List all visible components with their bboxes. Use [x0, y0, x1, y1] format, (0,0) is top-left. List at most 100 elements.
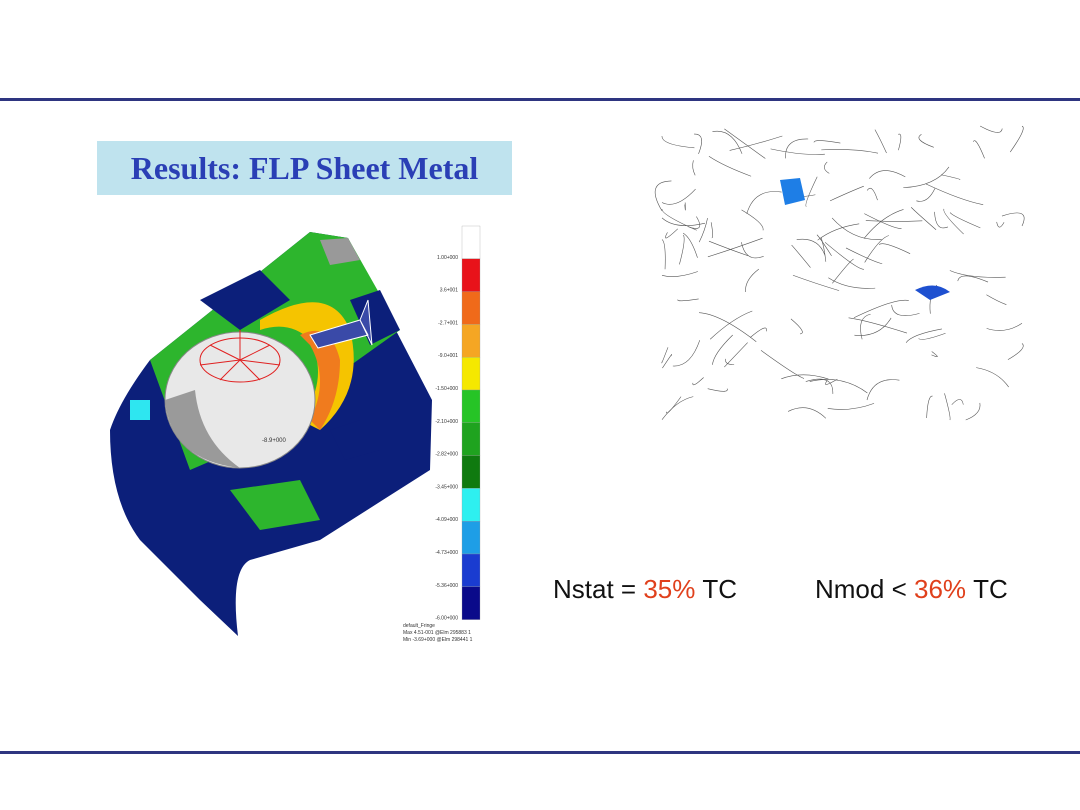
wire	[684, 202, 686, 211]
wire	[898, 133, 902, 151]
legend-label: -4.73+000	[435, 550, 458, 556]
wire	[662, 354, 673, 369]
bottom-rule	[0, 751, 1080, 754]
result-unit: TC	[702, 574, 738, 604]
wire	[698, 218, 708, 243]
wire	[809, 379, 868, 394]
wire	[931, 351, 938, 358]
color-band	[461, 389, 481, 423]
wire	[712, 130, 743, 154]
wire	[832, 258, 854, 284]
result-nstat: Nstat = 35% TC	[553, 574, 737, 605]
color-band	[461, 553, 481, 587]
color-band	[461, 521, 481, 555]
color-band	[461, 422, 481, 456]
wire	[821, 149, 879, 154]
result-name: Nstat	[553, 574, 614, 604]
wire	[692, 160, 696, 176]
wire	[707, 237, 763, 258]
wire	[951, 399, 964, 405]
color-band	[461, 586, 481, 620]
wire	[741, 209, 764, 231]
wire	[724, 342, 748, 368]
wire	[816, 234, 832, 257]
result-value: 35%	[643, 574, 696, 604]
legend-label: -4.09+000	[435, 517, 458, 523]
wire	[661, 396, 694, 420]
wire	[661, 239, 666, 270]
wire	[805, 378, 834, 394]
legend-footer: Max 4.51-001 @Elm 295883 1	[403, 630, 471, 636]
wire	[708, 156, 752, 177]
wire	[750, 327, 767, 338]
wire	[972, 140, 985, 159]
wire	[926, 395, 933, 418]
color-bar: 1.00+000 3.6+001 -2.7+001 -9.0+001 -1.50+000…	[403, 225, 481, 643]
wire	[665, 228, 678, 239]
wire	[986, 294, 1007, 305]
wire	[845, 247, 883, 265]
color-band	[461, 225, 481, 259]
wire	[661, 208, 697, 231]
wire	[791, 244, 811, 268]
wire	[860, 313, 871, 340]
wire	[910, 207, 937, 230]
wire	[853, 299, 909, 319]
wire	[694, 133, 702, 155]
wire	[874, 129, 887, 154]
wire	[1009, 125, 1024, 153]
wire	[878, 243, 911, 254]
wire	[820, 237, 827, 262]
wire	[828, 277, 876, 289]
fringe-mesh: -8.9+000	[110, 232, 432, 636]
legend-label: -2.10+000	[435, 419, 458, 425]
wire	[916, 188, 936, 202]
wire	[940, 174, 961, 181]
legend-label: -1.50+000	[435, 386, 458, 392]
wire	[864, 213, 902, 229]
wire	[979, 125, 1003, 133]
wire	[965, 402, 981, 421]
wire	[661, 188, 696, 205]
wire	[661, 217, 706, 226]
result-value: 36%	[914, 574, 967, 604]
legend-label: -6.00+000	[435, 616, 458, 622]
wire	[1001, 212, 1025, 227]
wire	[712, 334, 733, 365]
wire	[865, 220, 923, 222]
wire	[848, 317, 908, 334]
wire	[699, 312, 757, 342]
color-band	[461, 357, 481, 391]
wire	[986, 322, 1023, 331]
result-relation: =	[620, 574, 637, 604]
wire	[817, 223, 860, 241]
wire	[796, 238, 826, 256]
wire	[725, 358, 735, 365]
legend-label: -9.0+001	[438, 353, 458, 359]
wire	[918, 134, 934, 148]
wire	[677, 298, 699, 302]
wire	[949, 212, 981, 229]
wire	[666, 396, 682, 414]
top-rule	[0, 98, 1080, 101]
wire	[825, 378, 838, 385]
legend-label: 1.00+000	[437, 255, 458, 261]
wire	[661, 136, 695, 149]
wire	[996, 221, 1005, 228]
wire	[863, 209, 904, 239]
color-band	[461, 488, 481, 522]
result-relation: <	[891, 574, 907, 604]
car-wireframe	[654, 124, 1025, 424]
wire	[943, 208, 964, 235]
wire	[787, 407, 827, 419]
wire	[813, 140, 841, 144]
wire	[710, 222, 713, 239]
color-band	[461, 324, 481, 358]
wire	[1007, 343, 1024, 360]
wire	[709, 310, 753, 340]
wire	[741, 242, 764, 259]
legend-footer: Min -3.69+000 @Elm 298441 1	[403, 637, 473, 643]
wire	[976, 367, 1009, 388]
